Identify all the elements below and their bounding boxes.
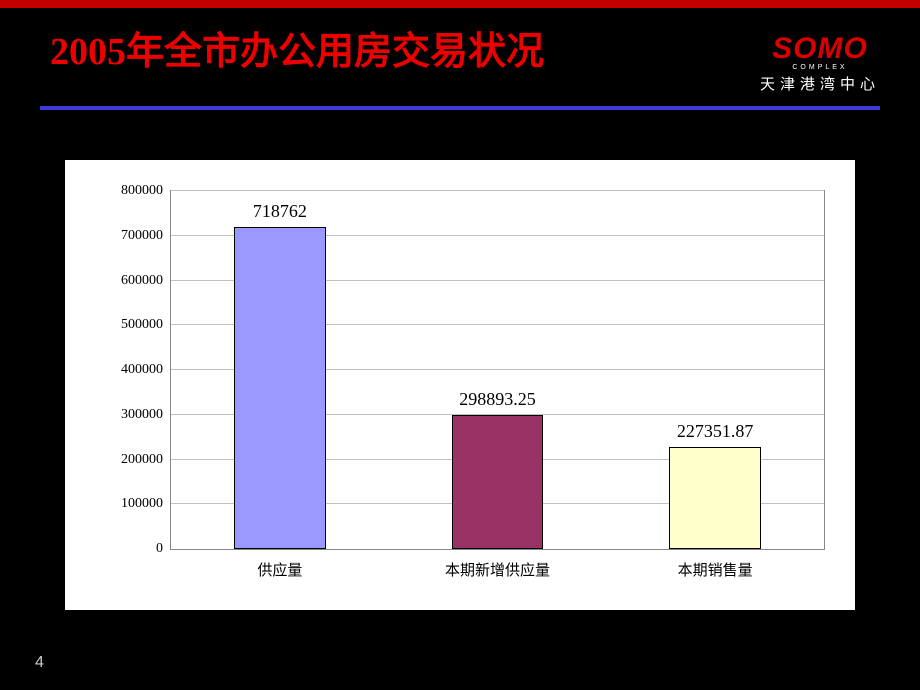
bar: 298893.25 (452, 415, 543, 549)
bar-value-label: 227351.87 (677, 421, 754, 442)
bar-value-label: 718762 (253, 201, 307, 222)
bar-value-label: 298893.25 (459, 389, 536, 410)
chart-container: 0 100000 200000 300000 400000 500000 600000 700… (65, 160, 855, 610)
y-axis-tick: 700000 (121, 228, 163, 244)
page-title: 2005年全市办公用房交易状况 (50, 30, 544, 76)
logo-tiny: COMPLEX (760, 64, 880, 71)
y-axis-tick: 200000 (121, 452, 163, 468)
header-divider (40, 106, 880, 110)
logo-subtitle: 天津港湾中心 (760, 73, 880, 94)
y-axis-tick: 600000 (121, 273, 163, 289)
bar-chart: 0 100000 200000 300000 400000 500000 600000 700… (75, 180, 835, 590)
slide: 2005年全市办公用房交易状况 SOMO COMPLEX 天津港湾中心 0 100… (0, 0, 920, 690)
y-axis-tick: 0 (156, 541, 163, 557)
logo: SOMO COMPLEX 天津港湾中心 (760, 30, 880, 94)
page-number: 4 (35, 654, 44, 672)
x-axis-tick: 本期销售量 (678, 559, 753, 580)
x-axis-tick: 供应量 (257, 559, 302, 580)
y-axis-tick: 500000 (121, 317, 163, 333)
y-axis-tick: 400000 (121, 362, 163, 378)
y-axis-tick: 100000 (121, 496, 163, 512)
header: 2005年全市办公用房交易状况 SOMO COMPLEX 天津港湾中心 (0, 0, 920, 94)
y-axis-tick: 800000 (121, 183, 163, 199)
grid-line (171, 190, 824, 191)
x-axis-tick: 本期新增供应量 (445, 559, 550, 580)
plot-area: 0100000200000300000400000500000600000700… (170, 190, 825, 550)
bar: 718762 (234, 227, 325, 549)
y-axis-tick: 300000 (121, 407, 163, 423)
bar: 227351.87 (669, 447, 760, 549)
logo-main: SOMO (760, 34, 880, 64)
